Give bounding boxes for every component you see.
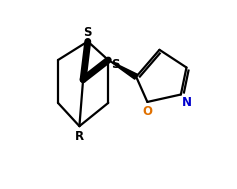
Text: R: R [75, 130, 84, 143]
Polygon shape [108, 60, 138, 79]
Text: O: O [142, 105, 152, 118]
Text: S: S [111, 58, 119, 71]
Text: N: N [182, 96, 192, 109]
Text: S: S [83, 26, 92, 39]
